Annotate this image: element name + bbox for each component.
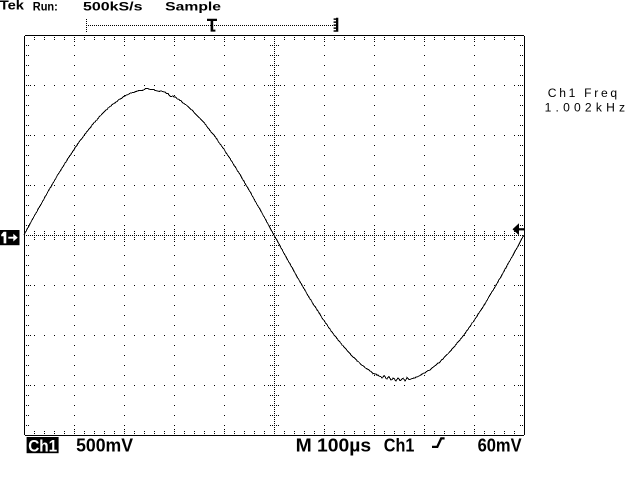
svg-text:60mV: 60mV — [478, 436, 522, 456]
svg-text:500mV: 500mV — [76, 436, 133, 456]
svg-text:1.002kHz: 1.002kHz — [545, 101, 630, 115]
svg-text:Tek: Tek — [0, 0, 25, 13]
svg-text:Ch1 Freq: Ch1 Freq — [548, 86, 620, 100]
svg-text:Run:: Run: — [33, 0, 58, 14]
svg-text:Ch1: Ch1 — [28, 438, 57, 456]
svg-text:Ch1: Ch1 — [384, 436, 415, 456]
svg-text:M 100µs: M 100µs — [296, 436, 372, 456]
svg-text:500kS/s: 500kS/s — [83, 0, 143, 14]
svg-text:Sample: Sample — [165, 0, 221, 13]
